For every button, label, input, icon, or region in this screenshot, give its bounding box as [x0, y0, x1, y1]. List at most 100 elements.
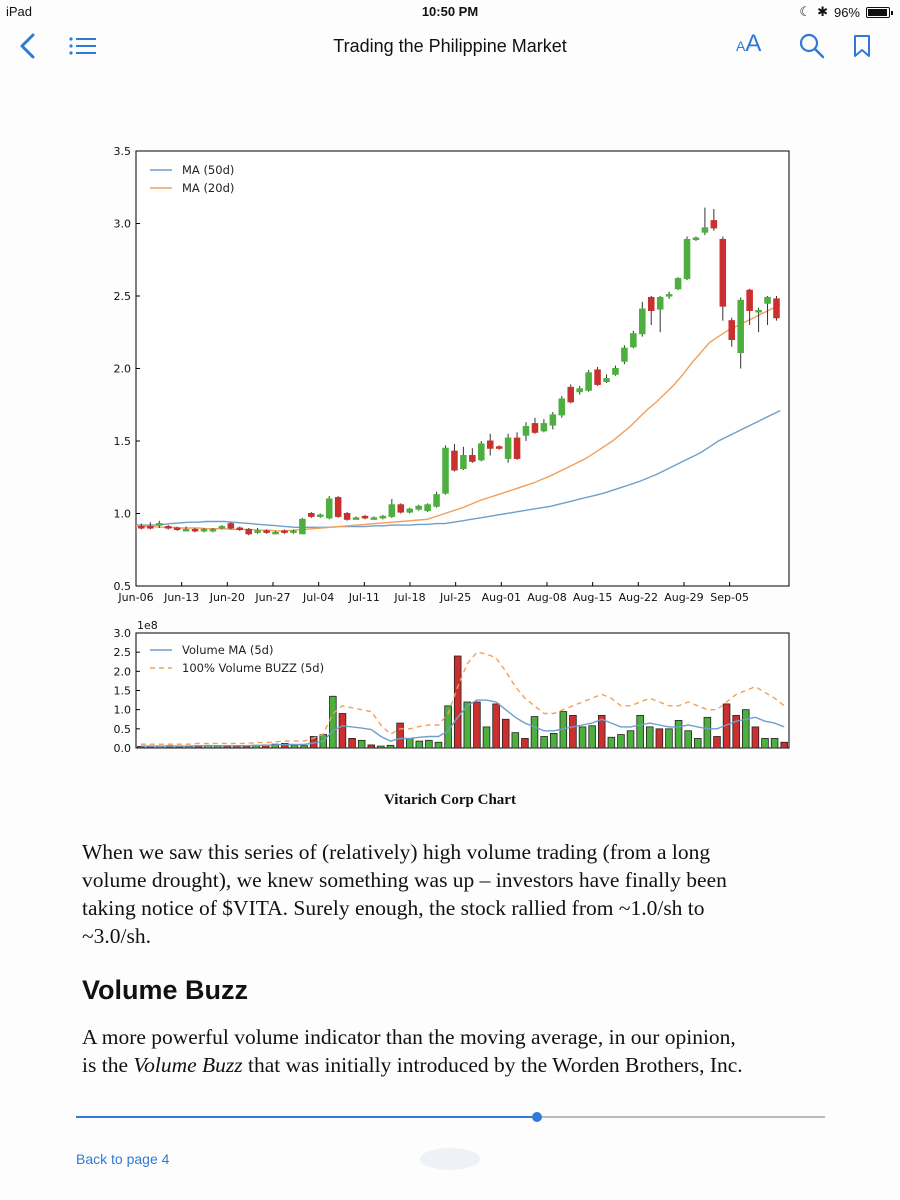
volume-bar	[511, 732, 520, 749]
volume-bar	[473, 701, 481, 749]
candle-body	[191, 528, 199, 532]
bluetooth-icon: ✱	[817, 4, 828, 19]
search-icon[interactable]	[799, 33, 825, 59]
candle-body	[576, 388, 583, 393]
ma20-series-line	[136, 304, 781, 532]
volume-bar	[645, 726, 654, 749]
candle-body	[495, 446, 503, 449]
volume-bar	[521, 738, 529, 749]
candle-body	[558, 398, 566, 416]
candle-body	[674, 278, 682, 290]
candle-body	[397, 504, 405, 513]
candle-body	[254, 530, 261, 533]
candle-body	[603, 378, 610, 383]
volume-bar	[405, 738, 414, 749]
candle-body	[415, 505, 422, 510]
candle-body	[594, 369, 601, 385]
paragraph-line: A more powerful volume indicator than th…	[82, 1025, 736, 1049]
volume-bar	[540, 736, 548, 749]
back-to-page-link[interactable]: Back to page 4	[76, 1151, 170, 1167]
volume-bar	[377, 745, 385, 749]
candle-body	[200, 528, 208, 532]
x-tick-label: Jul-04	[302, 591, 334, 604]
candle-body	[290, 530, 297, 533]
moon-icon: ☾	[799, 4, 812, 19]
vol-y-tick-label: 1.5	[114, 685, 132, 698]
y-tick-label: 1.0	[114, 508, 132, 521]
candle-body	[173, 527, 181, 530]
scrubber-progress	[76, 1116, 537, 1118]
volume-bar	[415, 740, 424, 749]
status-bar: iPad 10:50 PM ☾ ✱ 96%	[0, 0, 900, 22]
list-icon[interactable]	[68, 36, 98, 56]
volume-bar	[434, 741, 443, 749]
legend-label-volume-buzz: 100% Volume BUZZ (5d)	[182, 661, 324, 675]
volume-buzz-series-line	[140, 651, 785, 745]
candle-body	[272, 531, 279, 535]
candle-body	[370, 517, 378, 520]
battery-icon	[866, 6, 893, 18]
y-tick-label: 2.0	[114, 363, 132, 376]
bookmark-icon[interactable]	[853, 34, 871, 58]
candle-body	[325, 498, 333, 519]
volume-bar	[425, 739, 433, 749]
candle-body	[164, 526, 172, 529]
x-tick-label: Jul-11	[348, 591, 380, 604]
vol-multiplier-label: 1e8	[137, 619, 158, 632]
paragraph-line: When we saw this series of (relatively) …	[82, 840, 711, 864]
volume-ma-series-line	[140, 699, 785, 747]
vol-y-tick-label: 1.0	[114, 704, 132, 717]
candle-body	[531, 423, 539, 433]
x-tick-label: Jul-18	[393, 591, 425, 604]
volume-bar	[329, 695, 337, 749]
candle-body	[719, 238, 727, 307]
paragraph-2: A more powerful volume indicator than th…	[82, 1023, 832, 1079]
candle-body	[647, 296, 655, 311]
candle-body	[656, 296, 664, 310]
volume-bar	[482, 726, 491, 749]
candle-body	[585, 372, 592, 391]
book-title: Trading the Philippine Market	[333, 36, 567, 56]
candle-body	[764, 296, 771, 304]
candle-body	[433, 494, 440, 507]
section-heading: Volume Buzz	[82, 975, 249, 1005]
volume-bar	[290, 744, 299, 749]
scrubber-handle[interactable]	[531, 1112, 542, 1122]
volume-bar	[463, 701, 472, 749]
candle-body	[773, 298, 780, 319]
y-tick-label: 0.5	[114, 580, 132, 593]
volume-bar	[549, 733, 558, 749]
candle-body	[701, 227, 709, 233]
chevron-left-icon[interactable]	[18, 32, 38, 60]
vitarich-chart: 0.5 1.0 1.5 2.0 2.5 3.0 3.5 Jun-06 Jun-13 Jun-20 J…	[114, 145, 790, 755]
font-size-big-label: A	[745, 30, 762, 57]
vol-y-tick-label: 0.5	[114, 723, 132, 736]
volume-bar	[300, 745, 308, 749]
page-scrubber[interactable]	[76, 1112, 825, 1122]
text-segment: that was initially introduced by the Wor…	[242, 1053, 743, 1077]
y-tick-label: 1.5	[114, 435, 132, 448]
candle-body	[138, 526, 145, 529]
legend-label-ma20: MA (20d)	[182, 181, 234, 195]
volume-bar	[694, 738, 702, 749]
candle-body	[549, 414, 557, 426]
y-tick-label: 3.5	[114, 145, 132, 158]
volume-bar	[636, 715, 644, 749]
x-tick-label: Jun-13	[163, 591, 199, 604]
volume-bar	[761, 738, 769, 749]
candle-body	[245, 528, 252, 535]
vol-y-tick-label: 2.5	[114, 646, 132, 659]
font-size-button[interactable]: AA	[736, 30, 761, 58]
x-tick-label: Sep-05	[710, 591, 749, 604]
text-segment: is the	[82, 1053, 134, 1077]
candle-body	[612, 368, 619, 375]
paragraph-line: volume drought), we knew something was u…	[82, 868, 727, 892]
clock: 10:50 PM	[421, 4, 479, 19]
candle-body	[388, 504, 396, 517]
y-tick-label: 3.0	[114, 218, 132, 231]
vol-y-tick-label: 0.0	[114, 742, 132, 755]
volume-bar	[732, 715, 740, 749]
candle-body	[263, 530, 270, 533]
candle-body	[486, 440, 494, 449]
candle-body	[755, 310, 762, 313]
